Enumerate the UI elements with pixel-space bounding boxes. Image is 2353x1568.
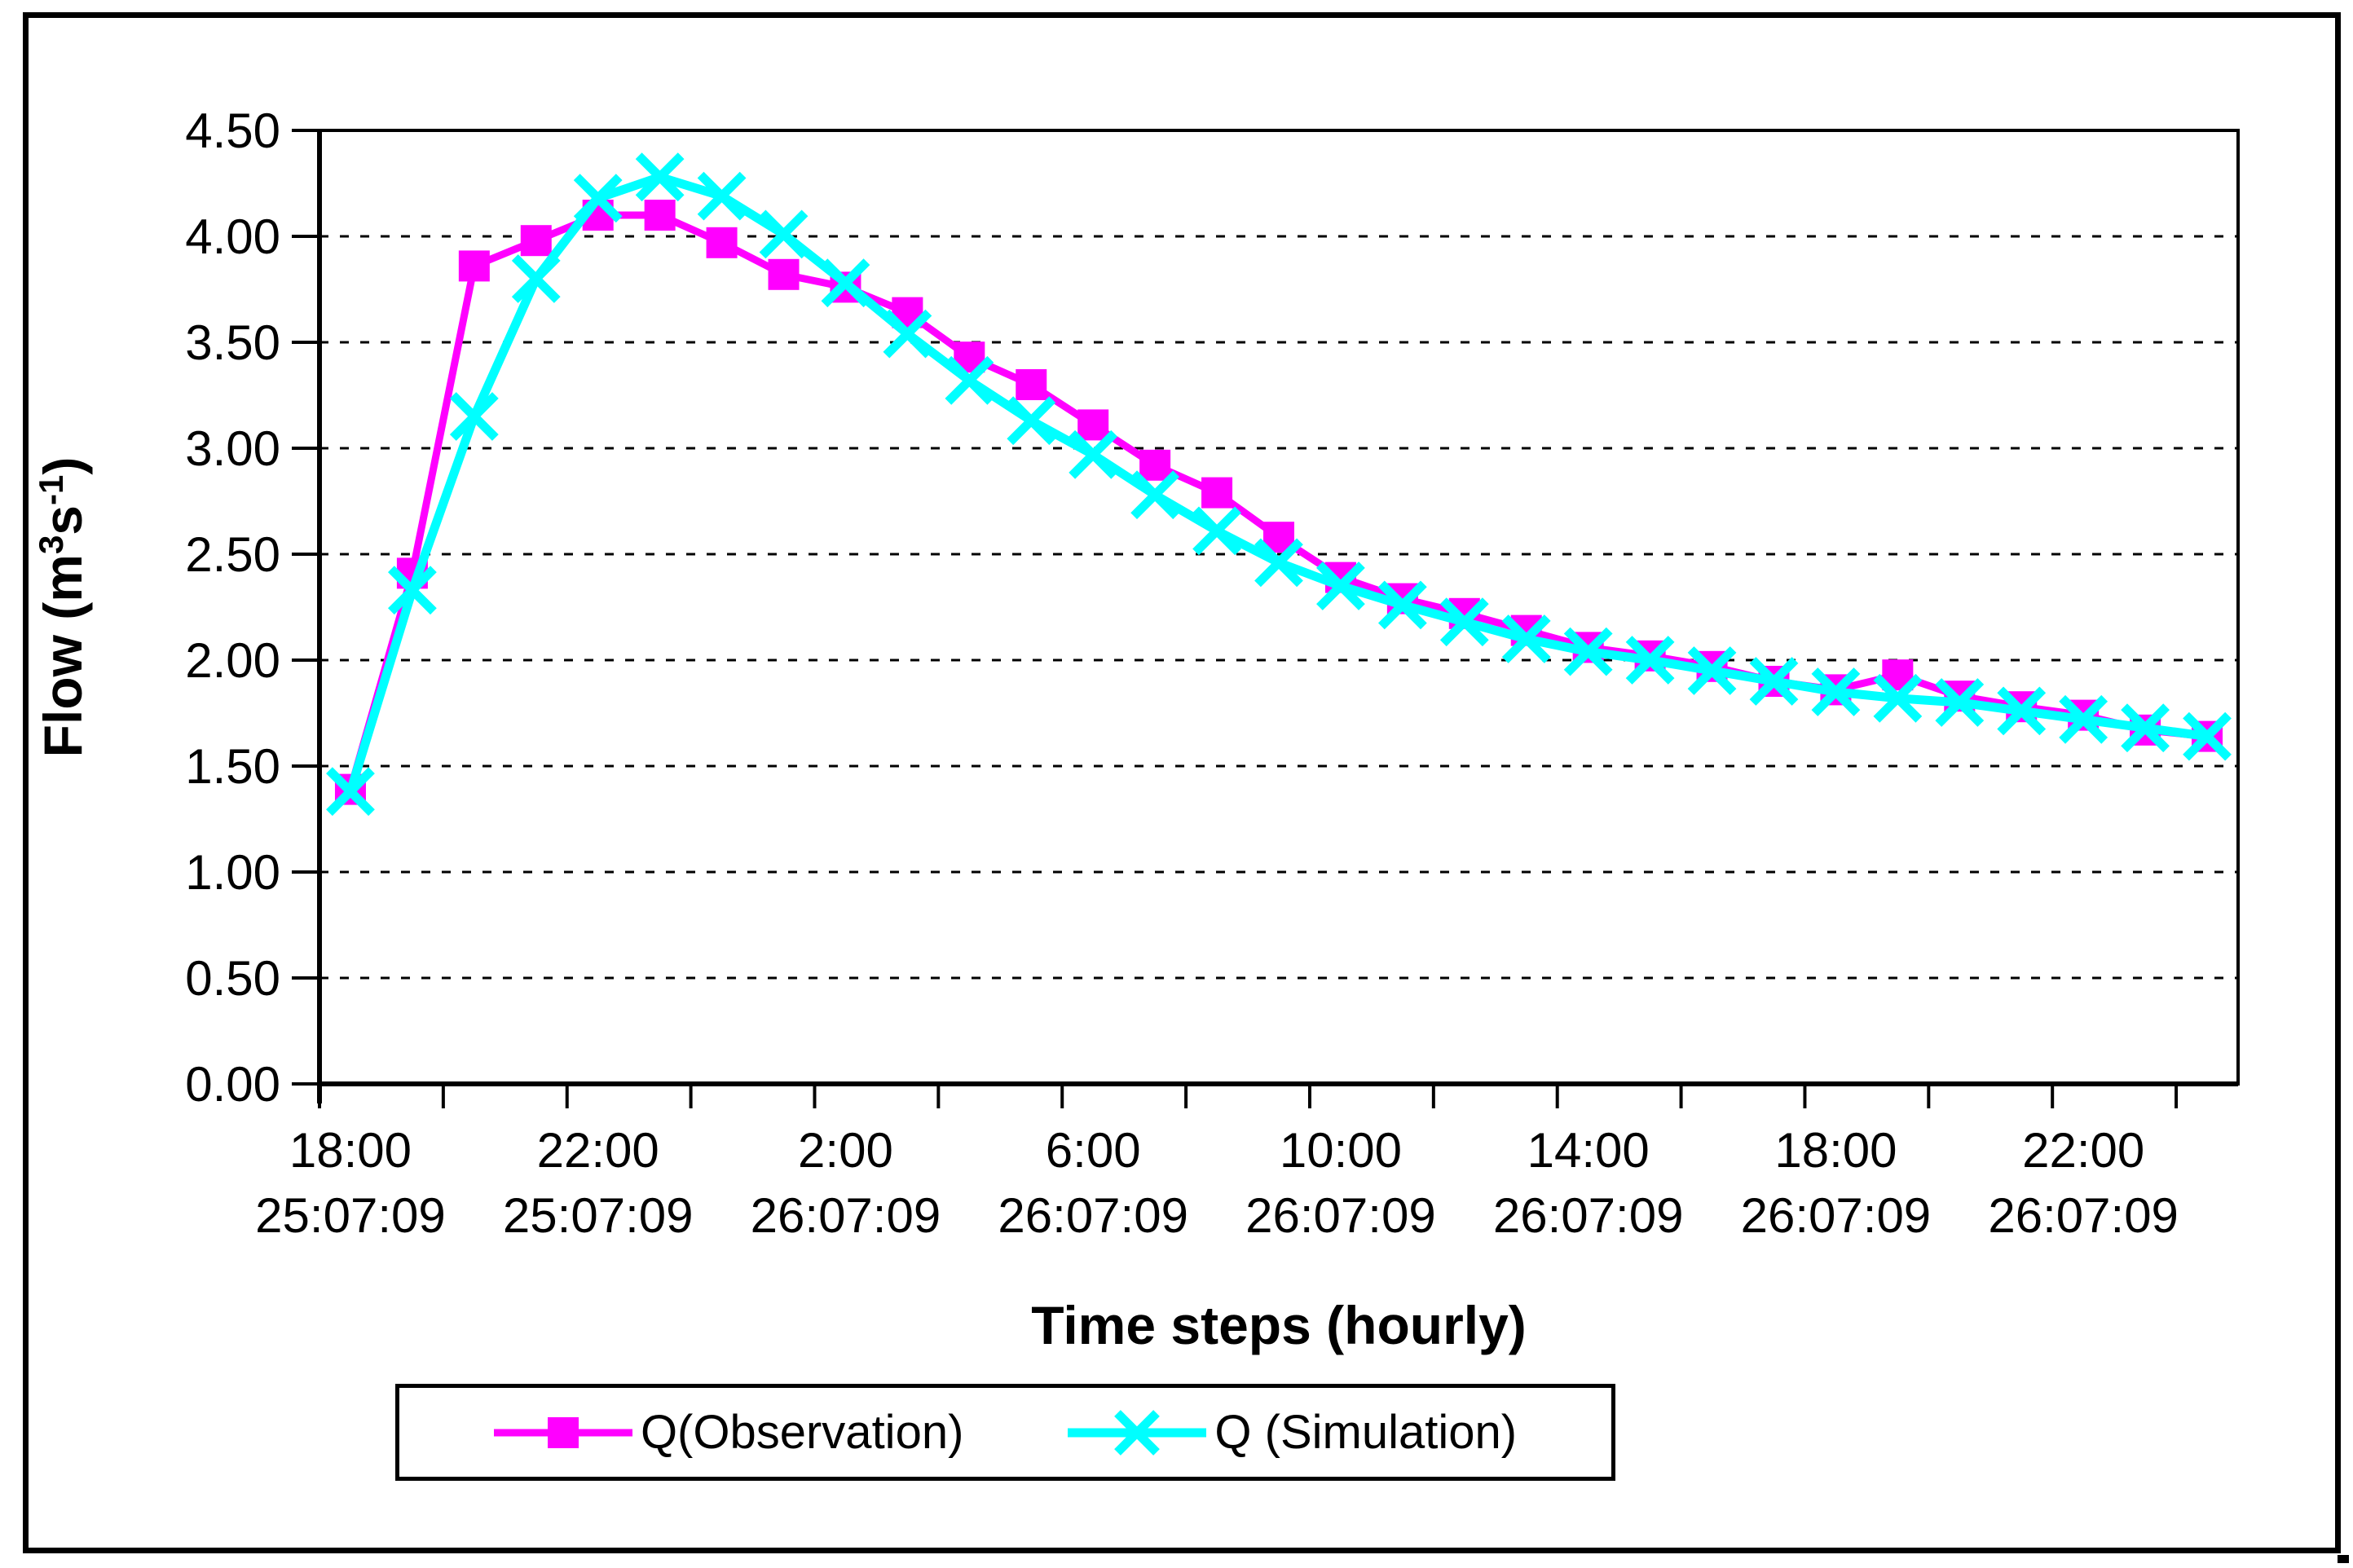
x-tick-label-time: 22:00 — [2022, 1123, 2144, 1178]
simulation-marker — [635, 152, 685, 202]
x-tick-label-date: 25:07:09 — [503, 1188, 694, 1243]
observation-marker — [1077, 409, 1109, 441]
y-tick-label: 1.50 — [185, 739, 280, 794]
corner-artifact — [2338, 1555, 2349, 1563]
legend-label-observation: Q(Observation) — [640, 1406, 964, 1459]
observation-marker — [644, 200, 676, 231]
y-axis-title-sup3: 3 — [32, 535, 70, 555]
y-tick-label: 4.50 — [185, 104, 280, 158]
simulation-marker — [1377, 580, 1427, 630]
simulation-marker — [1563, 627, 1613, 676]
observation-marker — [1016, 369, 1047, 400]
x-tick-label-time: 18:00 — [1774, 1123, 1897, 1178]
x-tick-label-date: 26:07:09 — [1493, 1188, 1684, 1243]
observation-marker — [706, 227, 738, 258]
y-axis-title: Flow (m3s-1) — [32, 456, 93, 758]
simulation-marker — [1625, 636, 1675, 685]
y-tick-label: 1.00 — [185, 845, 280, 900]
x-tick-label-time: 6:00 — [1046, 1123, 1141, 1178]
simulation-marker — [1007, 396, 1056, 446]
simulation-marker — [1687, 646, 1737, 695]
y-tick-label: 2.00 — [185, 633, 280, 688]
observation-marker — [458, 250, 490, 282]
simulation-marker — [821, 258, 870, 308]
x-tick-label-time: 14:00 — [1527, 1123, 1650, 1178]
x-tick-label-date: 26:07:09 — [751, 1188, 941, 1243]
observation-marker — [1139, 449, 1171, 481]
simulation-marker — [2121, 703, 2170, 753]
legend-item-simulation: Q (Simulation) — [1068, 1405, 1517, 1460]
x-tick-label-time: 22:00 — [537, 1123, 659, 1178]
observation-marker — [1201, 477, 1233, 509]
y-tick-label: 0.00 — [185, 1057, 280, 1112]
observation-marker — [768, 258, 800, 290]
x-tick-label-date: 25:07:09 — [255, 1188, 446, 1243]
y-axis-title-mid: s — [33, 504, 93, 535]
simulation-marker — [2059, 694, 2108, 744]
simulation-marker — [511, 254, 561, 303]
simulation-marker — [573, 174, 623, 223]
legend-marker-simulation-icon — [1068, 1409, 1207, 1456]
y-tick-label: 2.50 — [185, 527, 280, 582]
simulation-marker — [388, 566, 437, 615]
legend-label-simulation: Q (Simulation) — [1214, 1406, 1518, 1459]
simulation-marker — [2183, 711, 2232, 761]
legend-item-observation: Q(Observation) — [493, 1405, 964, 1460]
y-tick-label: 3.50 — [185, 315, 280, 370]
y-tick-label: 4.00 — [185, 209, 280, 264]
y-axis-title-close: ) — [33, 456, 93, 475]
x-tick-label-time: 2:00 — [798, 1123, 893, 1178]
simulation-marker — [326, 767, 375, 817]
legend-marker-observation-icon — [493, 1416, 632, 1448]
simulation-marker — [1254, 538, 1303, 588]
simulation-marker — [1997, 686, 2047, 736]
plot-border — [318, 129, 2240, 1086]
simulation-marker — [883, 309, 932, 359]
simulation-marker — [1501, 614, 1551, 663]
observation-marker — [520, 225, 552, 257]
x-axis-title: Time steps (hourly) — [1031, 1295, 1527, 1355]
simulation-marker — [1749, 657, 1799, 706]
simulation-marker — [945, 355, 994, 405]
y-axis-title-supneg1: -1 — [32, 474, 70, 505]
simulation-marker — [759, 209, 809, 259]
y-tick-label: 3.00 — [185, 421, 280, 476]
simulation-marker — [1316, 562, 1365, 610]
x-tick-label-time: 18:00 — [289, 1123, 412, 1178]
legend: Q(Observation) Q (Simulation) — [395, 1384, 1615, 1481]
x-tick-label-date: 26:07:09 — [1245, 1188, 1436, 1243]
series-line-simulation — [346, 172, 2208, 793]
simulation-marker — [449, 392, 499, 441]
simulation-marker — [1873, 673, 1923, 723]
chart-frame — [23, 12, 2341, 1553]
simulation-marker — [697, 171, 747, 221]
x-tick-label-date: 26:07:09 — [1988, 1188, 2179, 1243]
simulation-marker — [1069, 429, 1118, 479]
simulation-marker — [1130, 470, 1180, 520]
y-tick-label: 0.50 — [185, 951, 280, 1006]
simulation-marker — [1439, 597, 1489, 647]
simulation-marker — [1192, 506, 1241, 556]
x-tick-label-date: 26:07:09 — [998, 1188, 1188, 1243]
y-axis-title-text: Flow (m — [33, 554, 93, 758]
x-tick-label-date: 26:07:09 — [1741, 1188, 1932, 1243]
simulation-marker — [1811, 667, 1861, 716]
simulation-marker — [1935, 678, 1985, 727]
x-tick-label-time: 10:00 — [1280, 1123, 1402, 1178]
